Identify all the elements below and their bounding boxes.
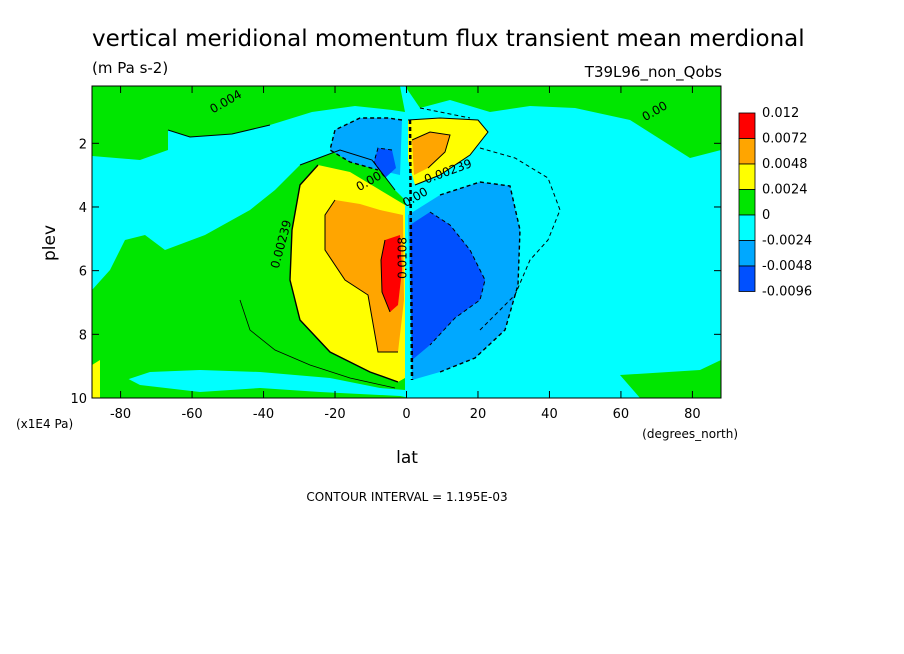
x-tick-label: 60 [613, 407, 630, 422]
legend-swatch [738, 214, 756, 241]
run-label: T39L96_non_Qobs [584, 63, 722, 82]
contour-line [167, 124, 271, 138]
contour-interval-note: CONTOUR INTERVAL = 1.195E-03 [306, 490, 507, 504]
legend-level-label: 0 [762, 208, 770, 223]
fill-yellow-edge [92, 360, 100, 398]
contour-line [439, 181, 521, 373]
contour-line [373, 147, 393, 179]
contour-lines-negative [329, 107, 561, 381]
legend-level-label: -0.0024 [762, 234, 812, 249]
legend-swatch [738, 138, 756, 165]
fill-orange-upper-right [412, 132, 450, 175]
fill-green-bottom-right [620, 360, 721, 398]
legend-swatch [738, 189, 756, 216]
legend-swatch [738, 112, 756, 139]
y-axis: 2 4 6 8 10 [70, 137, 721, 407]
x-tick-label: -40 [253, 407, 274, 422]
contour-line [479, 147, 561, 331]
legend-level-label: 0.0024 [762, 183, 808, 198]
legend-level-label: -0.0096 [762, 285, 812, 300]
chart-title: vertical meridional momentum flux transi… [92, 26, 805, 52]
x-tick-label: 20 [470, 407, 487, 422]
x-tick-label: -80 [110, 407, 131, 422]
legend-swatch [738, 240, 756, 267]
fill-orange-left-core [325, 200, 404, 352]
contour-line [329, 117, 403, 171]
contour-line [408, 119, 414, 381]
contour-line [324, 199, 398, 353]
x-tick-label: -20 [324, 407, 345, 422]
fill-red-core [381, 235, 402, 312]
x-tick-label: -60 [181, 407, 202, 422]
y-tick-label: 2 [79, 137, 87, 152]
legend-level-label: -0.0048 [762, 259, 812, 274]
y-tick-label: 6 [79, 265, 87, 280]
contour-line [411, 131, 451, 169]
contour-label: 0.0108 [396, 237, 410, 279]
colorbar-legend: 0.012 0.0072 0.0048 0.0024 0 -0.0024 -0.0048 -0… [738, 106, 812, 300]
contour-field [92, 86, 721, 398]
legend-swatch [738, 265, 756, 292]
y-axis-units: (x1E4 Pa) [16, 417, 73, 431]
y-axis-label: plev [40, 225, 60, 261]
x-axis-units: (degrees_north) [642, 427, 738, 441]
fill-darkblue-upper-left [374, 148, 396, 178]
legend-level-label: 0.0072 [762, 132, 808, 147]
contour-line [289, 164, 399, 383]
x-tick-label: 0 [402, 407, 410, 422]
fill-darkblue-right-core [410, 212, 485, 360]
contour-line [239, 299, 396, 389]
fill-green-bottom [92, 360, 410, 398]
x-axis-label: lat [396, 448, 418, 468]
fill-green-upper-right [405, 86, 721, 158]
contour-lines [167, 117, 489, 389]
contour-line [429, 211, 486, 346]
chart-units: (m Pa s-2) [92, 59, 168, 77]
y-tick-label: 4 [79, 201, 87, 216]
x-axis: -80 -60 -40 -20 0 20 40 60 80 [110, 86, 701, 422]
contour-line [380, 239, 391, 313]
legend-level-label: 0.012 [762, 106, 799, 121]
y-tick-label: 10 [70, 392, 87, 407]
y-tick-label: 8 [79, 328, 87, 343]
fill-green-upper-left [92, 86, 405, 160]
x-tick-label: 80 [684, 407, 701, 422]
legend-level-label: 0.0048 [762, 157, 808, 172]
x-tick-label: 40 [541, 407, 558, 422]
legend-swatch [738, 163, 756, 190]
contour-line [407, 117, 489, 186]
